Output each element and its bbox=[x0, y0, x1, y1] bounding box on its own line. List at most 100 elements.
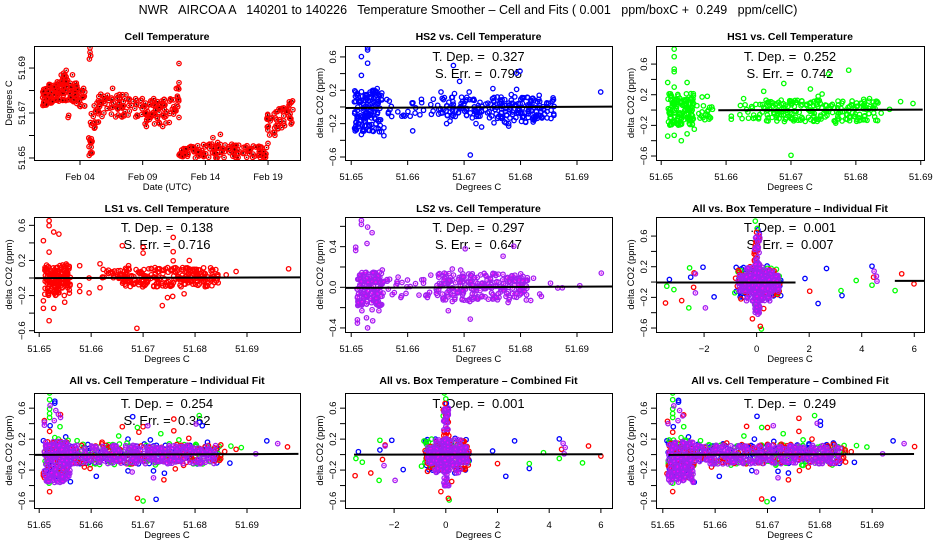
data-point bbox=[86, 290, 92, 296]
data-point bbox=[227, 460, 233, 466]
data-point-center bbox=[516, 293, 518, 295]
data-point bbox=[441, 270, 448, 276]
x-tick-label: 51.65 bbox=[339, 344, 363, 355]
data-point-center bbox=[454, 282, 457, 284]
data-point-center bbox=[89, 141, 92, 143]
data-point bbox=[407, 283, 414, 290]
data-point-center bbox=[168, 121, 171, 124]
data-point bbox=[534, 98, 541, 105]
data-point bbox=[229, 153, 236, 159]
data-point bbox=[139, 105, 146, 112]
data-point bbox=[678, 137, 685, 144]
data-point bbox=[461, 100, 467, 107]
data-point bbox=[121, 111, 127, 118]
data-point-center bbox=[279, 120, 282, 123]
data-point bbox=[47, 422, 53, 429]
data-point-center bbox=[464, 248, 467, 250]
data-point bbox=[370, 269, 376, 276]
data-point bbox=[217, 452, 224, 459]
data-point bbox=[493, 111, 500, 117]
data-point bbox=[756, 265, 763, 272]
data-point bbox=[363, 314, 370, 321]
data-point-center bbox=[751, 300, 754, 302]
data-point-center bbox=[53, 94, 55, 96]
data-point-center bbox=[215, 157, 217, 159]
data-point bbox=[384, 276, 390, 283]
data-point bbox=[150, 468, 157, 474]
data-point-center bbox=[492, 272, 494, 275]
data-point-center bbox=[759, 267, 761, 270]
data-point-center bbox=[169, 112, 171, 115]
data-point-center bbox=[754, 272, 756, 274]
data-point bbox=[362, 269, 369, 276]
data-point bbox=[115, 267, 121, 274]
data-point-center bbox=[519, 289, 521, 291]
data-point-center bbox=[156, 117, 159, 120]
data-point-center bbox=[367, 290, 370, 293]
data-point bbox=[167, 283, 174, 290]
fit-line bbox=[345, 105, 612, 109]
data-point bbox=[40, 297, 47, 304]
data-point-center bbox=[443, 272, 446, 274]
data-point bbox=[364, 60, 371, 67]
data-point-center bbox=[748, 287, 751, 289]
data-point bbox=[753, 304, 760, 311]
data-point bbox=[170, 234, 177, 241]
data-point bbox=[56, 96, 63, 103]
data-point bbox=[737, 111, 743, 118]
data-point bbox=[181, 290, 187, 297]
data-point bbox=[433, 290, 440, 297]
data-point bbox=[494, 278, 500, 285]
data-point bbox=[409, 128, 416, 134]
data-point bbox=[247, 146, 253, 153]
data-point bbox=[352, 128, 359, 134]
data-point bbox=[517, 68, 523, 74]
x-axis-label: Date (UTC) bbox=[143, 182, 192, 193]
data-point-center bbox=[749, 274, 751, 277]
data-point bbox=[467, 152, 474, 158]
data-point-center bbox=[747, 267, 749, 269]
data-point bbox=[235, 154, 241, 160]
data-point bbox=[427, 272, 434, 278]
data-point bbox=[114, 95, 121, 102]
annotation-s-err: S. Err. = 0.647 bbox=[435, 237, 522, 252]
y-tick-label: −0.2 bbox=[639, 116, 650, 135]
data-points bbox=[352, 217, 605, 331]
data-point-center bbox=[451, 268, 454, 270]
data-point-center bbox=[69, 92, 71, 95]
data-point bbox=[821, 110, 827, 117]
data-point-center bbox=[264, 156, 267, 159]
annotation-t-dep: T. Dep. = 0.138 bbox=[121, 220, 213, 235]
data-point bbox=[98, 99, 104, 106]
data-point bbox=[537, 112, 544, 119]
data-point-center bbox=[876, 280, 878, 283]
data-point bbox=[782, 102, 789, 108]
data-point bbox=[517, 110, 524, 117]
data-point bbox=[394, 108, 401, 115]
data-point-center bbox=[374, 281, 377, 284]
x-axis-label: Degrees C bbox=[767, 182, 813, 193]
data-point-center bbox=[754, 237, 757, 239]
data-point bbox=[756, 249, 762, 256]
data-point bbox=[664, 133, 671, 139]
data-point bbox=[669, 103, 676, 110]
data-point-center bbox=[371, 231, 373, 234]
data-point bbox=[450, 62, 457, 69]
data-point bbox=[498, 94, 504, 100]
data-point bbox=[598, 270, 605, 276]
x-tick-label: Feb 04 bbox=[65, 172, 95, 183]
data-point bbox=[861, 113, 868, 120]
data-point bbox=[503, 290, 510, 297]
data-point bbox=[430, 96, 437, 103]
data-point bbox=[96, 109, 102, 115]
data-point bbox=[871, 268, 877, 275]
data-point bbox=[92, 108, 99, 114]
data-point bbox=[375, 125, 382, 132]
data-point-center bbox=[704, 307, 707, 309]
data-point bbox=[527, 297, 534, 304]
data-point bbox=[911, 281, 917, 287]
data-point-center bbox=[178, 62, 180, 65]
data-point-center bbox=[426, 296, 429, 299]
data-point bbox=[46, 317, 52, 324]
data-point bbox=[354, 320, 361, 326]
